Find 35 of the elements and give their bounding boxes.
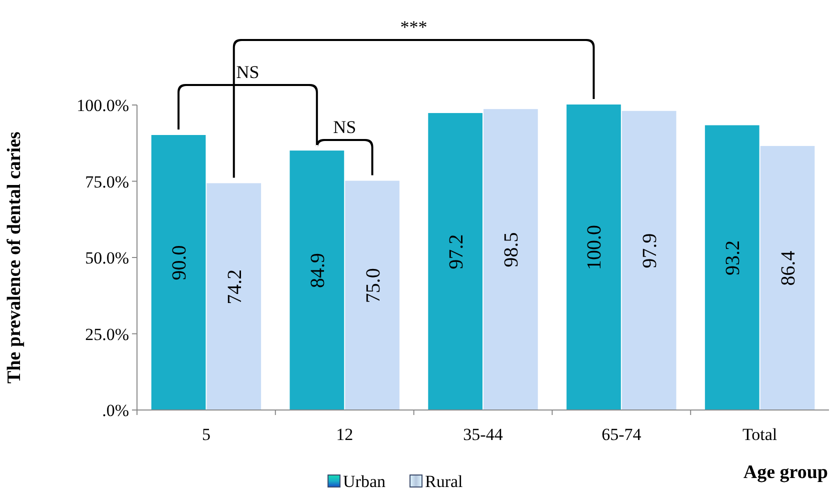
data-label: 98.5 — [500, 232, 523, 268]
x-tick-label: 65-74 — [602, 425, 642, 444]
data-label: 75.0 — [362, 268, 384, 304]
data-label: 97.2 — [445, 234, 468, 270]
y-axis-title: The prevalence of dental caries — [4, 132, 25, 384]
y-tick-label: 75.0% — [85, 172, 129, 192]
x-tick-label: 5 — [202, 425, 210, 444]
data-label: 90.0 — [168, 245, 191, 280]
x-tick-label: 35-44 — [463, 425, 504, 444]
legend-label: Urban — [343, 472, 386, 491]
annotation: NS — [333, 117, 356, 137]
bar — [622, 110, 676, 410]
legend-label: Rural — [425, 472, 464, 491]
data-label: 86.4 — [777, 250, 800, 286]
data-label: 74.2 — [224, 269, 246, 304]
data-label: 93.2 — [722, 240, 744, 276]
text: *** — [400, 17, 428, 37]
y-tick-label: 100.0% — [76, 96, 129, 115]
x-tick-label: Total — [742, 425, 778, 444]
bar — [704, 125, 760, 410]
bar — [345, 180, 400, 410]
bar — [206, 183, 262, 410]
bar — [484, 109, 538, 410]
y-tick-label: 50.0% — [85, 248, 129, 268]
text: NS — [236, 62, 260, 82]
bar — [760, 146, 815, 410]
x-axis-title: Age group — [743, 462, 828, 483]
x-tick-label: 12 — [336, 425, 354, 444]
y-tick-label: .0% — [102, 401, 129, 420]
data-label: 100.0 — [584, 225, 606, 270]
data-label: 84.9 — [306, 253, 329, 288]
bar — [566, 104, 621, 410]
y-tick-label: 25.0% — [85, 324, 129, 344]
data-label: 97.9 — [639, 233, 662, 268]
bar — [428, 113, 482, 410]
